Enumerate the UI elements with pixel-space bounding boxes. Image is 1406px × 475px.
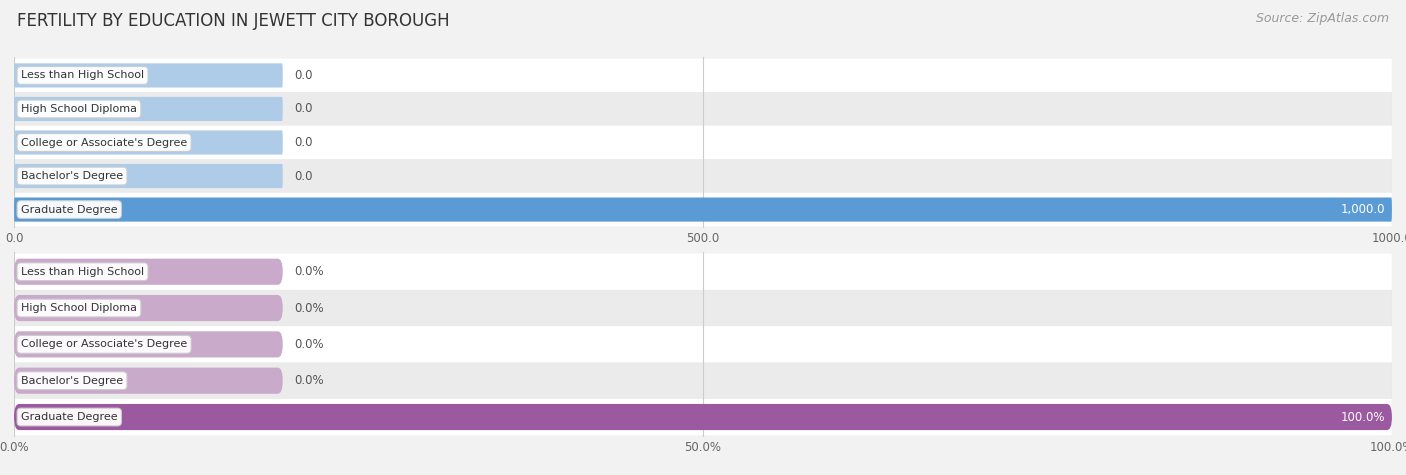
FancyBboxPatch shape [14,399,1392,435]
FancyBboxPatch shape [14,290,1392,326]
FancyBboxPatch shape [14,59,1392,92]
Text: 0.0: 0.0 [294,69,312,82]
FancyBboxPatch shape [14,362,1392,399]
FancyBboxPatch shape [14,126,1392,159]
FancyBboxPatch shape [14,368,283,394]
Text: Less than High School: Less than High School [21,267,143,277]
Text: 1,000.0: 1,000.0 [1340,203,1385,216]
Text: 0.0%: 0.0% [294,374,323,387]
FancyBboxPatch shape [14,295,283,321]
Text: Bachelor's Degree: Bachelor's Degree [21,171,124,181]
Text: Graduate Degree: Graduate Degree [21,412,118,422]
Text: High School Diploma: High School Diploma [21,303,136,313]
FancyBboxPatch shape [14,131,283,154]
FancyBboxPatch shape [14,97,283,121]
FancyBboxPatch shape [14,164,283,188]
Text: 0.0: 0.0 [294,103,312,115]
Text: College or Associate's Degree: College or Associate's Degree [21,137,187,148]
FancyBboxPatch shape [14,193,1392,226]
Text: Bachelor's Degree: Bachelor's Degree [21,376,124,386]
FancyBboxPatch shape [14,254,1392,290]
FancyBboxPatch shape [14,92,1392,126]
Text: FERTILITY BY EDUCATION IN JEWETT CITY BOROUGH: FERTILITY BY EDUCATION IN JEWETT CITY BO… [17,12,450,30]
FancyBboxPatch shape [14,259,283,285]
FancyBboxPatch shape [14,159,1392,193]
Text: 0.0%: 0.0% [294,265,323,278]
FancyBboxPatch shape [14,198,1392,222]
Text: 0.0: 0.0 [294,136,312,149]
Text: Graduate Degree: Graduate Degree [21,205,118,215]
FancyBboxPatch shape [14,63,283,87]
Text: Less than High School: Less than High School [21,70,143,80]
Text: 0.0: 0.0 [294,170,312,182]
Text: 0.0%: 0.0% [294,338,323,351]
Text: College or Associate's Degree: College or Associate's Degree [21,339,187,350]
Text: High School Diploma: High School Diploma [21,104,136,114]
Text: 100.0%: 100.0% [1340,410,1385,424]
FancyBboxPatch shape [14,404,1392,430]
Text: 0.0%: 0.0% [294,302,323,314]
FancyBboxPatch shape [14,326,1392,362]
FancyBboxPatch shape [14,331,283,358]
Text: Source: ZipAtlas.com: Source: ZipAtlas.com [1256,12,1389,25]
